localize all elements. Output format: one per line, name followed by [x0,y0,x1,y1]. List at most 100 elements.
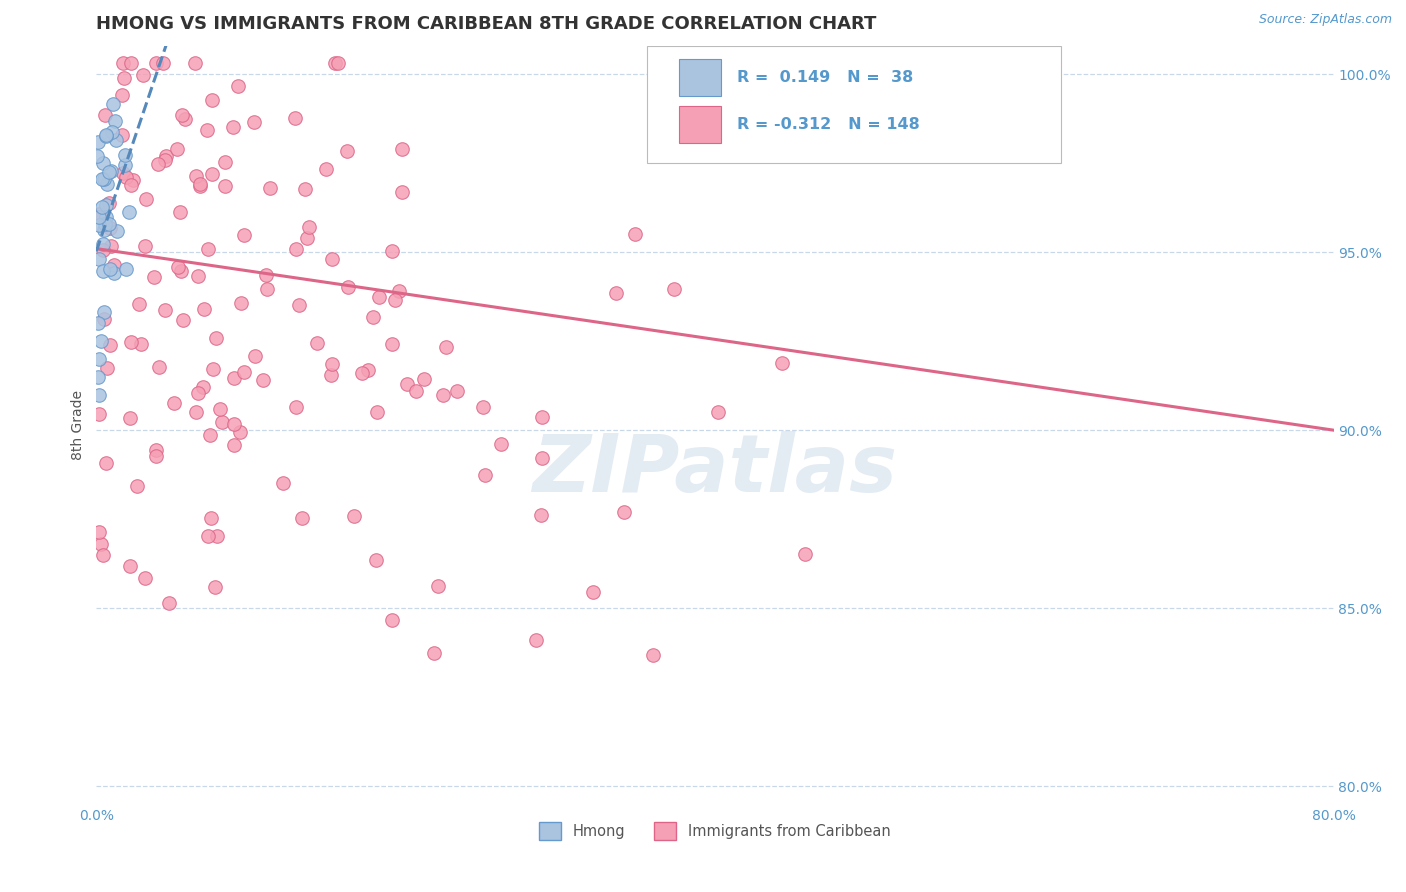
Point [387,284,409,298]
Point [193,302,215,317]
Point [233,365,256,379]
Point [145,442,167,457]
Point [167,260,190,274]
Point [384,293,406,307]
Point [222,371,245,385]
Point [146,157,169,171]
Point [243,115,266,129]
Point [381,337,404,351]
Point [321,357,343,371]
Text: R = -0.312   N = 148: R = -0.312 N = 148 [737,118,920,132]
Point [172,108,194,122]
Point [530,409,553,424]
Point [205,529,228,543]
Point [90,334,112,348]
Point [252,373,274,387]
Point [89,218,111,232]
Point [135,192,157,206]
FancyBboxPatch shape [647,45,1062,163]
Point [89,351,111,366]
Point [582,585,605,599]
Point [94,108,117,122]
Point [86,149,108,163]
Point [770,356,793,370]
Point [446,384,468,399]
Point [361,310,384,324]
Point [707,405,730,419]
Text: HMONG VS IMMIGRANTS FROM CARIBBEAN 8TH GRADE CORRELATION CHART: HMONG VS IMMIGRANTS FROM CARIBBEAN 8TH G… [97,15,877,33]
Point [186,268,208,283]
Point [91,548,114,562]
Point [91,155,114,169]
Point [134,571,156,585]
Point [145,56,167,70]
Point [97,165,120,179]
Point [491,437,513,451]
Point [641,648,664,662]
Point [214,178,236,193]
Point [288,298,311,312]
Point [195,123,218,137]
Point [132,68,155,82]
Point [172,313,194,327]
Point [163,395,186,409]
Point [105,224,128,238]
Point [114,158,136,172]
Point [427,578,450,592]
Point [112,71,135,86]
Point [111,88,134,103]
Point [90,536,112,550]
Point [153,153,176,168]
Point [91,200,114,214]
Point [127,479,149,493]
Point [93,217,115,231]
Point [307,335,329,350]
Point [211,415,233,429]
Point [187,385,209,400]
Point [118,559,141,574]
Point [118,205,141,219]
Point [315,162,337,177]
Point [472,400,495,414]
Point [115,170,138,185]
Point [93,312,115,326]
Point [214,155,236,169]
Point [89,210,111,224]
Point [381,244,404,258]
Point [285,243,308,257]
Point [93,171,115,186]
Point [357,363,380,377]
Point [336,280,359,294]
Point [208,401,231,416]
Point [94,128,117,142]
Point [368,289,391,303]
Point [184,404,207,418]
Point [87,369,110,384]
Point [391,142,413,156]
Point [120,334,142,349]
Point [229,295,252,310]
Point [98,221,121,235]
Point [243,349,266,363]
Point [326,56,349,70]
Point [259,181,281,195]
Point [96,177,118,191]
Point [294,182,316,196]
Point [87,135,110,149]
Point [101,125,124,139]
Point [89,525,111,540]
Point [412,372,434,386]
Point [229,425,252,439]
Point [224,438,246,452]
Point [222,417,245,431]
Point [188,178,211,193]
Point [155,148,177,162]
Point [101,97,124,112]
Point [222,120,245,135]
Point [256,282,278,296]
Point [290,510,312,524]
Point [343,509,366,524]
Point [405,384,427,398]
Point [91,243,114,257]
Point [298,220,321,235]
